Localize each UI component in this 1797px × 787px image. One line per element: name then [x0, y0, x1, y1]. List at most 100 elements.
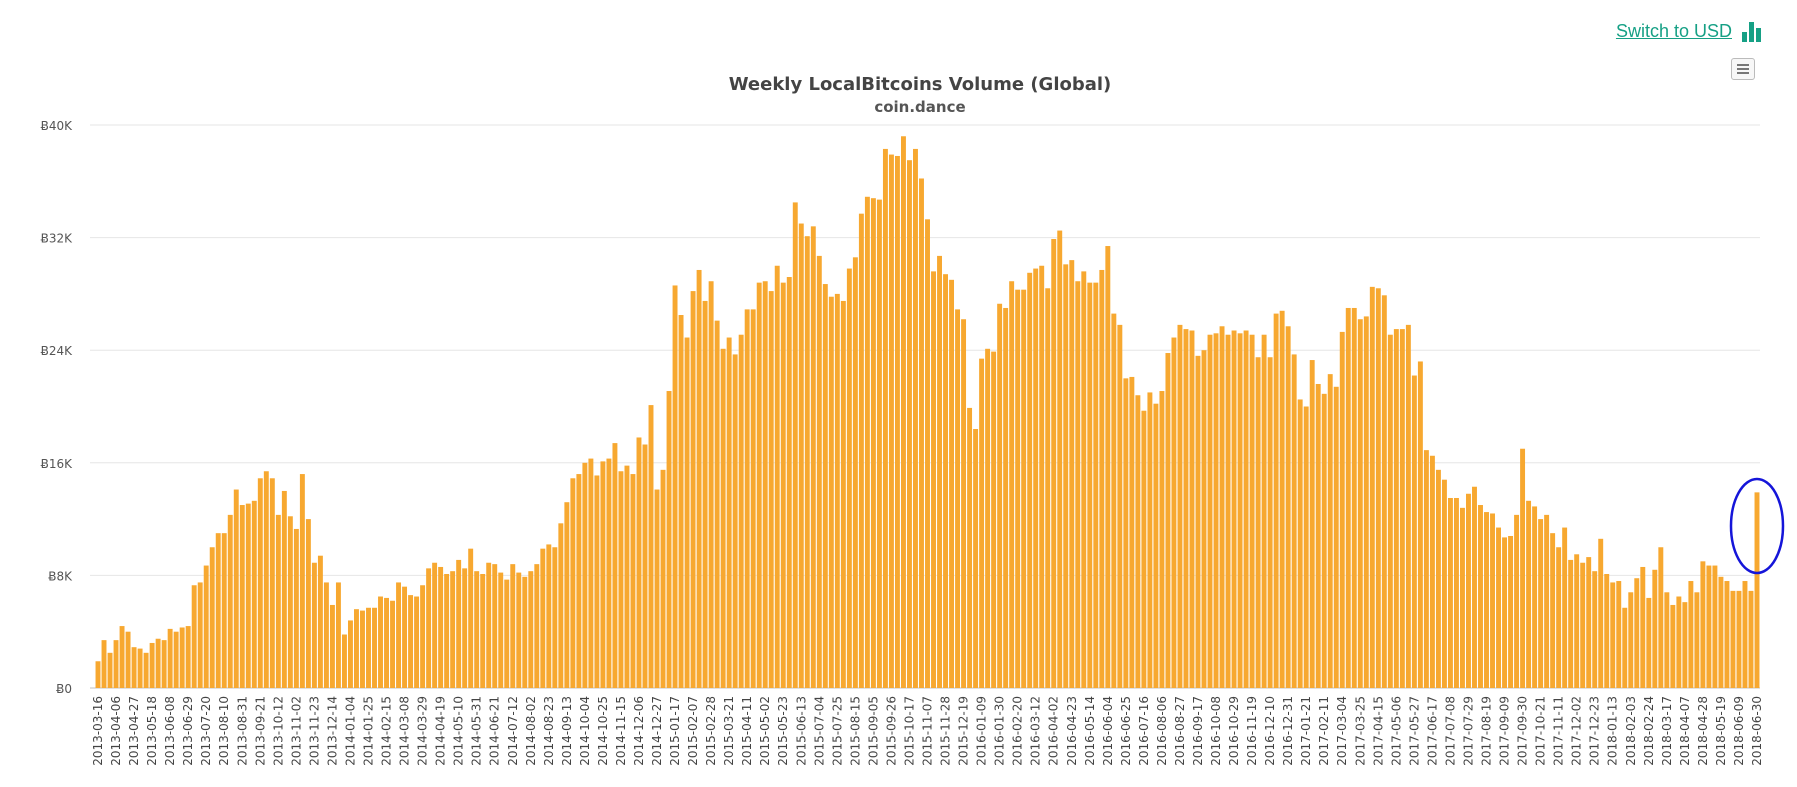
bar — [660, 469, 666, 688]
x-tick-label: 2013-08-31 — [235, 696, 249, 766]
bar — [1243, 330, 1249, 688]
bar — [1297, 399, 1303, 688]
x-tick-label: 2014-05-10 — [452, 696, 466, 766]
bar — [792, 202, 798, 688]
bar — [378, 596, 383, 688]
bar — [1658, 547, 1664, 688]
bar — [780, 282, 786, 688]
bar — [1171, 337, 1177, 688]
x-tick-label: 2014-09-13 — [560, 696, 574, 766]
bar — [396, 582, 402, 688]
bar — [612, 443, 618, 688]
bar — [1634, 578, 1640, 688]
x-tick-label: 2017-04-15 — [1371, 696, 1385, 766]
x-tick-label: 2013-06-29 — [181, 696, 195, 766]
bar — [203, 565, 209, 688]
x-tick-label: 2017-09-30 — [1516, 696, 1530, 766]
bar — [774, 265, 780, 688]
bar — [1249, 334, 1255, 688]
x-tick-label: 2017-12-02 — [1570, 696, 1584, 766]
bar — [690, 291, 696, 688]
x-tick-label: 2016-09-17 — [1191, 696, 1205, 766]
bar — [1189, 330, 1195, 688]
bar — [191, 585, 197, 688]
bar — [1099, 269, 1105, 688]
bar — [113, 640, 119, 688]
bar — [1105, 246, 1111, 689]
bar — [534, 564, 540, 688]
x-tick-label: 2015-06-13 — [794, 696, 808, 766]
bar — [1676, 596, 1682, 688]
bar — [1736, 590, 1742, 688]
x-tick-label: 2017-03-25 — [1353, 696, 1367, 766]
bar — [1069, 260, 1075, 688]
bar — [1363, 316, 1369, 688]
bar — [762, 281, 768, 688]
bar — [263, 471, 269, 688]
bar — [299, 474, 305, 688]
bar — [1664, 592, 1670, 688]
x-tick-label: 2015-12-19 — [957, 696, 971, 766]
bar — [931, 271, 936, 688]
bar — [438, 566, 444, 688]
x-tick-label: 2016-12-31 — [1281, 696, 1295, 766]
x-tick-label: 2018-04-07 — [1678, 696, 1692, 766]
y-tick-label: Ƀ40K — [41, 119, 74, 133]
bar — [1255, 357, 1261, 688]
x-tick-label: 2016-05-14 — [1083, 696, 1097, 766]
bar — [528, 571, 534, 688]
bar — [919, 178, 924, 689]
x-tick-label: 2015-10-17 — [902, 696, 916, 766]
bar — [937, 255, 942, 688]
bar — [1616, 581, 1622, 688]
bar — [1303, 406, 1309, 688]
switch-to-usd-link[interactable]: Switch to USD — [1616, 20, 1761, 42]
bar — [125, 631, 131, 688]
bar — [540, 548, 546, 688]
bar — [1478, 505, 1483, 688]
x-tick-label: 2018-05-19 — [1714, 696, 1728, 766]
bar — [973, 429, 979, 688]
bar — [864, 196, 870, 688]
bar — [323, 582, 329, 688]
bar — [1213, 333, 1219, 688]
bar — [696, 269, 702, 688]
bar — [997, 303, 1003, 688]
bar — [1622, 607, 1628, 688]
bar — [582, 462, 588, 688]
bar — [1117, 324, 1123, 688]
bar — [822, 284, 828, 688]
x-tick-label: 2017-08-19 — [1480, 696, 1494, 766]
x-tick-label: 2013-07-20 — [199, 696, 213, 766]
x-tick-label: 2015-09-05 — [866, 696, 880, 766]
y-tick-label: Ƀ16K — [41, 457, 74, 471]
bar — [570, 478, 576, 688]
bar — [239, 505, 245, 688]
x-tick-label: 2014-10-25 — [596, 696, 610, 766]
bar — [366, 607, 371, 688]
bar — [1153, 403, 1159, 688]
bar — [293, 528, 299, 688]
bar — [564, 502, 570, 688]
bar — [281, 490, 287, 688]
bar — [1129, 376, 1135, 688]
bar — [311, 562, 317, 688]
bar — [1688, 581, 1694, 688]
x-tick-label: 2015-11-07 — [921, 696, 935, 766]
bar — [636, 437, 642, 688]
x-tick-label: 2014-08-02 — [524, 696, 538, 766]
chart-menu-button[interactable] — [1731, 58, 1755, 80]
x-tick-label: 2018-03-17 — [1660, 696, 1674, 766]
x-tick-label: 2017-02-11 — [1317, 696, 1331, 766]
x-tick-label: 2013-12-14 — [325, 696, 339, 766]
bar — [468, 548, 474, 688]
bar — [1081, 271, 1087, 688]
x-tick-label: 2015-02-07 — [686, 696, 700, 766]
bar — [149, 642, 155, 688]
bar — [1399, 329, 1405, 688]
bar — [1441, 479, 1447, 688]
bar — [1472, 486, 1477, 688]
bar — [949, 279, 955, 688]
x-tick-label: 2014-06-21 — [488, 696, 502, 766]
bar — [516, 572, 522, 688]
